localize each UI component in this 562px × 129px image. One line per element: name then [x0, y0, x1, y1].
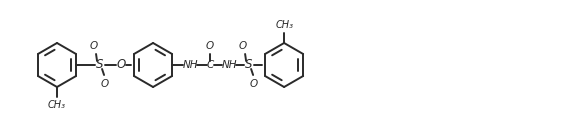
- Text: O: O: [90, 41, 98, 51]
- Text: C: C: [206, 60, 214, 70]
- Text: CH₃: CH₃: [48, 100, 66, 110]
- Text: O: O: [206, 41, 214, 51]
- Text: O: O: [250, 79, 258, 89]
- Text: O: O: [116, 58, 126, 71]
- Text: O: O: [239, 41, 247, 51]
- Text: S: S: [96, 58, 104, 71]
- Text: CH₃: CH₃: [275, 20, 293, 30]
- Text: O: O: [101, 79, 109, 89]
- Text: NH: NH: [182, 60, 198, 70]
- Text: NH: NH: [221, 60, 237, 70]
- Text: S: S: [246, 58, 253, 71]
